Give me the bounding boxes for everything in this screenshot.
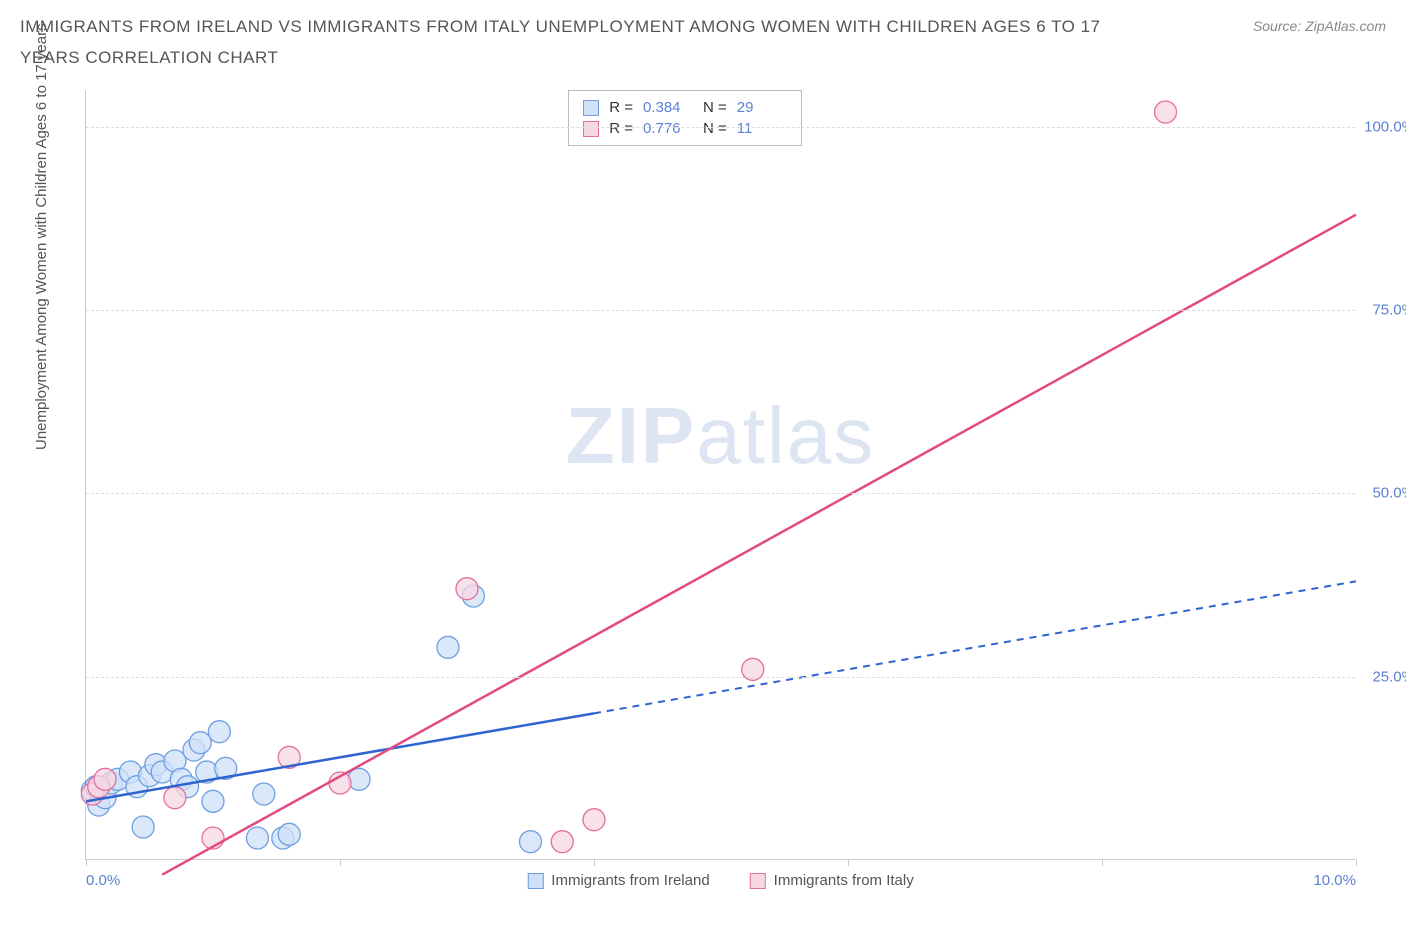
- stats-row: R = 0.384 N = 29: [583, 97, 787, 118]
- data-point: [132, 816, 154, 838]
- data-point: [551, 831, 573, 853]
- source-prefix: Source:: [1253, 18, 1305, 34]
- data-point: [583, 809, 605, 831]
- gridline: [86, 677, 1355, 678]
- data-point: [348, 768, 370, 790]
- chart-header: IMMIGRANTS FROM IRELAND VS IMMIGRANTS FR…: [0, 0, 1406, 81]
- legend-item: Immigrants from Italy: [750, 872, 914, 889]
- x-tick-label: 10.0%: [1313, 872, 1356, 889]
- x-tick: [1356, 859, 1357, 866]
- legend-label: Immigrants from Ireland: [551, 872, 709, 889]
- data-point: [164, 787, 186, 809]
- data-point: [246, 827, 268, 849]
- stats-n-label: N =: [703, 120, 727, 137]
- legend-item: Immigrants from Ireland: [527, 872, 709, 889]
- legend-label: Immigrants from Italy: [774, 872, 914, 889]
- data-point: [278, 823, 300, 845]
- x-tick: [594, 859, 595, 866]
- correlation-stats-box: R = 0.384 N = 29 R = 0.776 N = 11: [568, 90, 802, 146]
- y-axis-label: Unemployment Among Women with Children A…: [33, 23, 50, 450]
- data-point: [189, 732, 211, 754]
- x-tick: [848, 859, 849, 866]
- data-point: [208, 721, 230, 743]
- data-point: [253, 783, 275, 805]
- y-tick-label: 25.0%: [1372, 668, 1406, 685]
- data-point: [437, 636, 459, 658]
- data-point: [456, 578, 478, 600]
- x-tick: [1102, 859, 1103, 866]
- y-tick-label: 50.0%: [1372, 485, 1406, 502]
- legend-swatch: [583, 100, 599, 116]
- trend-line-extrapolated: [594, 581, 1356, 713]
- source-attribution: Source: ZipAtlas.com: [1253, 18, 1386, 34]
- x-tick: [86, 859, 87, 866]
- stats-n-value: 29: [737, 99, 787, 116]
- x-tick: [340, 859, 341, 866]
- stats-n-label: N =: [703, 99, 727, 116]
- data-point: [1155, 101, 1177, 123]
- data-point: [94, 768, 116, 790]
- stats-row: R = 0.776 N = 11: [583, 118, 787, 139]
- stats-r-label: R =: [609, 99, 633, 116]
- stats-n-value: 11: [737, 120, 787, 137]
- chart-title: IMMIGRANTS FROM IRELAND VS IMMIGRANTS FR…: [20, 12, 1120, 73]
- data-point: [202, 790, 224, 812]
- stats-r-value: 0.384: [643, 99, 693, 116]
- stats-r-value: 0.776: [643, 120, 693, 137]
- gridline: [86, 127, 1355, 128]
- plot-svg: [86, 90, 1355, 859]
- y-tick-label: 75.0%: [1372, 302, 1406, 319]
- chart-container: Unemployment Among Women with Children A…: [55, 90, 1375, 900]
- legend-bottom: Immigrants from Ireland Immigrants from I…: [527, 872, 913, 889]
- legend-swatch: [583, 121, 599, 137]
- legend-swatch: [527, 873, 543, 889]
- gridline: [86, 493, 1355, 494]
- gridline: [86, 310, 1355, 311]
- legend-swatch: [750, 873, 766, 889]
- source-name: ZipAtlas.com: [1305, 18, 1386, 34]
- x-tick-label: 0.0%: [86, 872, 120, 889]
- stats-r-label: R =: [609, 120, 633, 137]
- data-point: [520, 831, 542, 853]
- plot-area: ZIPatlas R =0.384N =29R =0.776N =11 Immi…: [85, 90, 1355, 860]
- y-tick-label: 100.0%: [1364, 118, 1406, 135]
- trend-line: [162, 215, 1356, 875]
